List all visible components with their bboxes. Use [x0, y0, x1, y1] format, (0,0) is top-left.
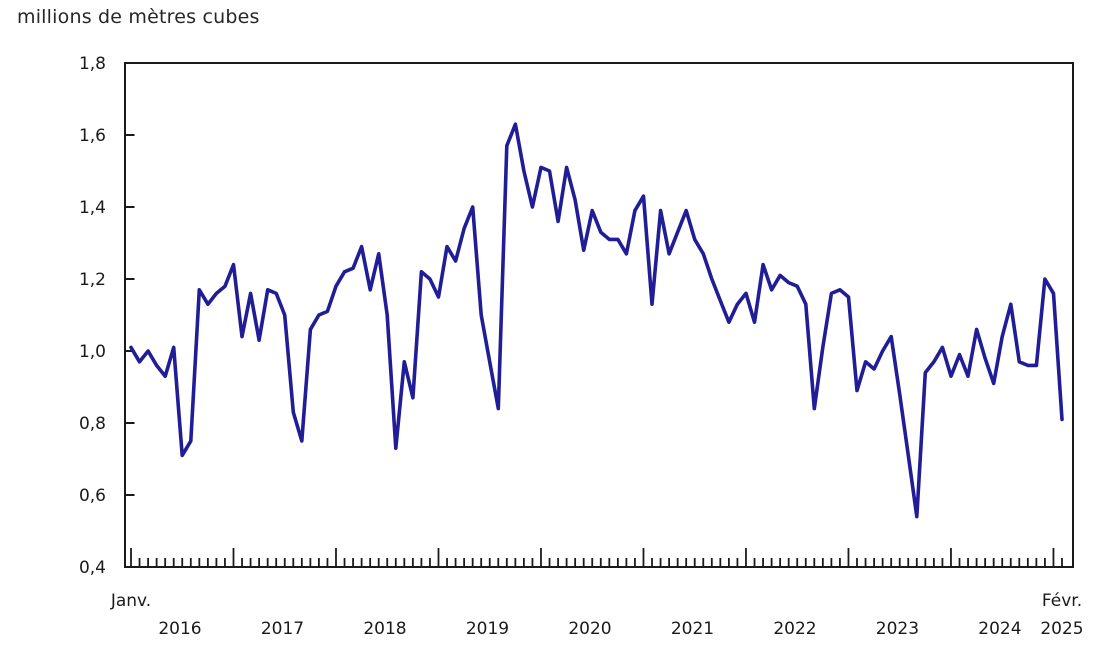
- x-year-label: 2018: [363, 619, 406, 639]
- x-year-label: 2025: [1040, 619, 1083, 639]
- y-tick-label: 1,0: [79, 342, 106, 362]
- x-start-label: Janv.: [110, 591, 151, 611]
- y-tick-label: 1,6: [79, 126, 106, 146]
- x-year-label: 2016: [158, 619, 201, 639]
- data-line: [129, 122, 1064, 519]
- plot-border: [124, 62, 1074, 568]
- x-year-label: 2021: [671, 619, 714, 639]
- y-tick-label: 0,4: [79, 558, 106, 578]
- chart-title: millions de mètres cubes: [17, 6, 260, 28]
- x-year-label: 2020: [568, 619, 611, 639]
- y-tick-label: 1,4: [79, 198, 106, 218]
- x-year-label: 2017: [261, 619, 304, 639]
- y-tick-label: 1,2: [79, 270, 106, 290]
- x-year-label: 2022: [773, 619, 816, 639]
- x-year-label: 2024: [978, 619, 1021, 639]
- x-year-label: 2023: [876, 619, 919, 639]
- x-end-label: Févr.: [1042, 591, 1082, 611]
- y-tick-label: 0,8: [79, 414, 106, 434]
- y-tick-label: 0,6: [79, 486, 106, 506]
- x-year-label: 2019: [466, 619, 509, 639]
- y-tick-label: 1,8: [79, 54, 106, 74]
